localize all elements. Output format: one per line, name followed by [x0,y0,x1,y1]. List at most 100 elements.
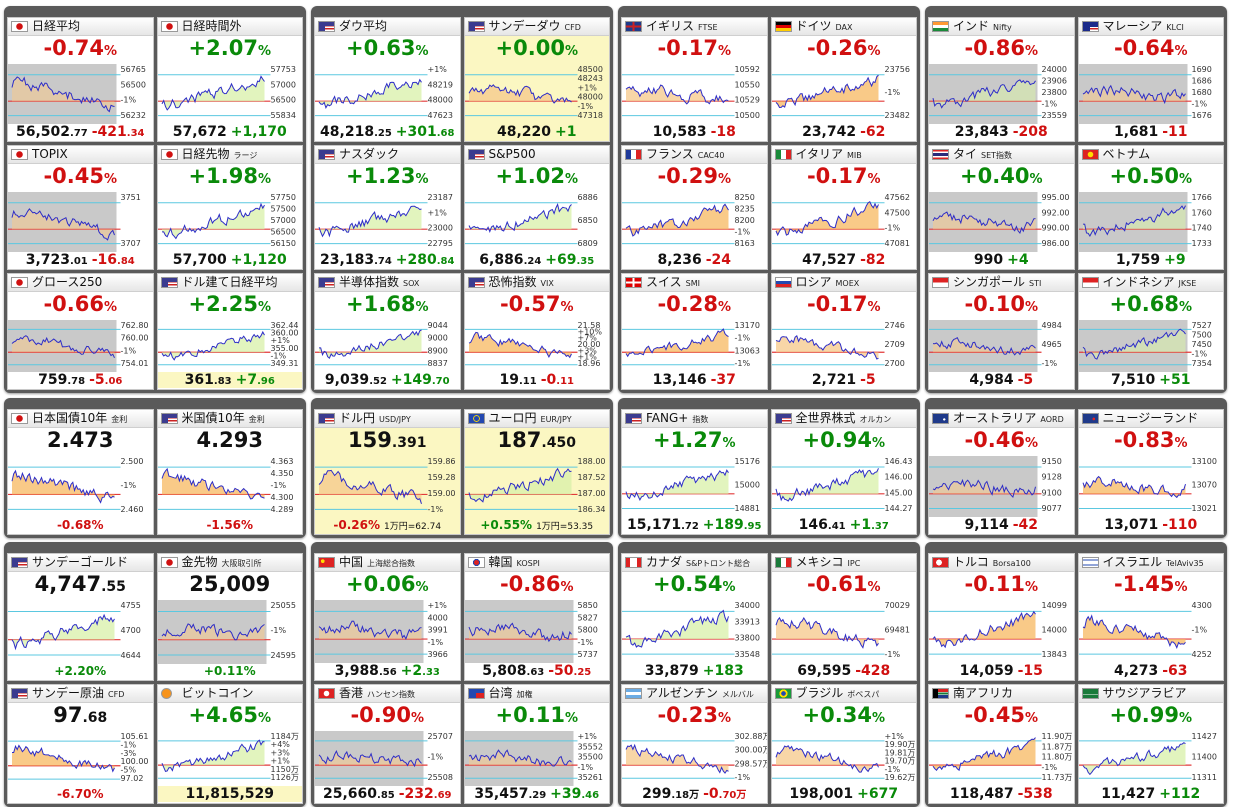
axis-label: 187.52 [577,473,605,482]
axis-label: 55834 [270,111,295,120]
market-card[interactable]: アルゼンチン メルバル -0.23% 302.88万 300.00万 298.57万 -1%… [621,684,768,804]
market-card[interactable]: オーストラリア AORD -0.46% 9150 9128 9100 9077 9,114 -4… [928,409,1075,535]
axis-label: 8837 [428,359,448,368]
change-percent: -1.45% [1079,572,1224,596]
axis-label: 1676 [1191,111,1211,120]
market-card[interactable]: フランス CAC40 -0.29% 8250 8235 8200 -1% 8163 8,236-… [621,145,768,270]
market-card[interactable]: 米国債10年 金利 4.293 4.363 4.350 -1% 4.300 4.289 -1.5… [156,409,303,535]
price-line [775,200,879,237]
market-card[interactable]: カナダ S&Pトロント総合 +0.54% 34000 33913 33800 33548 33… [621,553,768,681]
price-footer: 299.18万 -0.70万 [622,786,767,802]
mini-chart: 11427 11400 11311 [1078,732,1216,782]
price-value: 4,984 [969,372,1014,388]
price-decimal: .72 [681,521,699,532]
axis-label: +7% [577,334,597,343]
market-card[interactable]: ドイツ DAX -0.26% 23756 -1% 23482 23,742 -62 [770,17,917,142]
chart-area [468,468,571,502]
market-card[interactable]: ブラジル ボベスパ +0.34% +1% 19.90万 19.81万 19.70万 -1% 19… [770,684,917,804]
market-card[interactable]: 台湾 加権 +0.11% +1% 35552 35500 -1% 35261 35,457.29… [463,684,610,804]
market-group: インド Nifty -0.86% 24000 23906 23800 -1% 23559 23,… [925,6,1227,393]
mini-chart: 25055 -1% 24595 [157,600,295,664]
axis-label: 186.34 [577,505,605,514]
market-card[interactable]: ビットコイン +4.65% 1184万 +4% +3% +1% 1150万 1126万 11,8… [156,684,303,804]
market-card[interactable]: インド Nifty -0.86% 24000 23906 23800 -1% 23559 23,… [928,17,1075,142]
mini-chart: 25707 -1% 25508 [315,731,453,786]
card-header: ベトナム [1078,146,1223,164]
market-card[interactable]: トルコ Borsa100 -0.11% 14099 14000 13843 14,059 -1… [928,553,1075,681]
market-card[interactable]: S&P500 +1.02% 6886 6850 6809 6,886.24 +69.35 [463,145,610,270]
market-card[interactable]: サンデーダウ CFD +0.00% 48500 48243 +1% 48000 -1% 4731… [463,17,610,142]
price-decimal: .52 [369,376,387,387]
percent-sign: % [722,580,736,595]
market-card[interactable]: TOPIX -0.45% 3751 3707 3,723.01 -16.84 [7,145,154,270]
mini-chart: 6886 6850 6809 [464,193,597,248]
market-card[interactable]: シンガポール STI -0.10% 4984 4965 -1% 4,984 -5 [928,273,1075,390]
market-card[interactable]: 日経先物 ラージ +1.98% 57750 57500 57000 56500 56150 57… [156,145,303,270]
market-card[interactable]: インドネシア JKSE +0.68% 7527 7500 7450 -1% 7354 7,510… [1077,273,1224,390]
market-card[interactable]: イギリス FTSE -0.17% 10592 10550 10529 10500 10,583… [621,17,768,142]
market-card[interactable]: サウジアラビア +0.99% 11427 11400 11311 11,427 +112 [1077,684,1224,804]
market-group: イギリス FTSE -0.17% 10592 10550 10529 10500 10,583… [618,6,920,393]
axis-label: +1% [428,208,448,217]
market-card[interactable]: 韓国 KOSPI -0.86% 5850 5827 5800 -1% 5737 5,808.63… [463,553,610,681]
market-card[interactable]: FANG+ 指数 +1.27% 15176 15000 14881 15,171.72 +18… [621,409,768,535]
market-card[interactable]: 日経平均 -0.74% 56765 56500 -1% 56232 56,502.77 -42… [7,17,154,142]
axis-label: 11427 [1191,732,1216,741]
market-card[interactable]: 日経時間外 +2.07% 57753 57000 56500 55834 57,672 +1,… [156,17,303,142]
mini-chart: 105.61-1%-3%100.00-5%97.02 [8,732,149,783]
axis-label: 7500 [1191,331,1211,340]
market-card[interactable]: タイ SET指数 +0.40% 995.00 992.00 990.00 986.00 990… [928,145,1075,270]
axis-label: 9100 [1042,488,1062,497]
market-card[interactable]: ドル円 USD/JPY 159.391 159.86 159.28 159.00 -1% -0… [314,409,461,535]
market-card[interactable]: ベトナム +0.50% 1766 1760 1740 1733 1,759 +9 [1077,145,1224,270]
price-change-decimal: .35 [576,256,595,267]
axis-label: 11400 [1191,753,1216,762]
price-change-value: -421 [91,124,127,140]
market-card[interactable]: 金先物 大阪取引所 25,009 25055 -1% 24595 +0.11% [156,553,303,681]
market-card[interactable]: ロシア MOEX -0.17% 2746 2709 2700 2,721 -5 [770,273,917,390]
market-card[interactable]: 南アフリカ -0.45% 11.90万 11.87万 11.80万 -1% 11.73万 11… [928,684,1075,804]
axis-label: -1% [1042,359,1058,368]
axis-label: -1% [884,88,900,97]
card-title-text: マレーシア [1102,19,1163,33]
market-card[interactable]: ニュージーランド -0.83% 13100 13070 13021 13,071 -110 [1077,409,1224,535]
market-card[interactable]: ユーロ円 EUR/JPY 187.450 188.00 187.52 187.00 186.… [463,409,610,535]
market-card[interactable]: ナスダック +1.23% 23187 +1% 23000 22795 23,183.74 +2… [314,145,461,270]
percent-sign: % [1025,436,1039,451]
axis-label: 19.90万 [884,740,915,749]
price-change-decimal: .96 [257,376,275,387]
axis-label: 9000 [428,334,448,343]
market-card[interactable]: マレーシア KLCI -0.64% 1690 1686 1680 -1% 1676 1,681-… [1077,17,1224,142]
axis-label: 100.00 [121,757,149,766]
mini-chart: 2.500 -1% 2.460 [8,457,143,514]
axis-label: 70029 [884,601,909,610]
market-card[interactable]: ドル建て日経平均 +2.25% 362.44 360.00 +1% 355.00 -1% 34… [156,273,303,390]
market-card[interactable]: グロース250 -0.66% 762.80 760.00 -1% 754.01 759.78… [7,273,154,390]
market-card[interactable]: 中国 上海総合指数 +0.06% +1% 4000 3991 -1% 3966 3,988.56… [314,553,461,681]
axis-label: 33548 [735,650,760,659]
chart-area [775,201,878,236]
price-footer: 146.41 +1.37 [772,517,917,533]
price-change-decimal: .37 [871,521,889,532]
market-card[interactable]: イスラエル TelAviv35 -1.45% 4300 -1% 4252 4,273 -63 [1077,553,1224,681]
card-title: TOPIX [32,146,68,163]
market-card[interactable]: 全世界株式 オルカン +0.94% 146.43 146.00 145.00 144.27 1… [770,409,917,535]
price-change: +9 [1164,252,1185,268]
market-card[interactable]: 半導体指数 SOX +1.68% 9044 9000 8900 8837 9,039.52 +1… [314,273,461,390]
card-title: ベトナム [1103,146,1151,163]
market-card[interactable]: 香港 ハンセン指数 -0.90% 25707 -1% 25508 25,660.85 -232… [314,684,461,804]
market-card[interactable]: サンデーゴールド 4,747.55 4755 4700 4644 +2.20% [7,553,154,681]
market-card[interactable]: 恐怖指数 VIX -0.57% 21.58 +10% +7% 20.00 +3% +1% 18.9… [463,273,610,390]
mini-chart: 4755 4700 4644 [8,601,141,660]
market-card[interactable]: ダウ平均 +0.63% +1% 48219 48000 47623 48,218.25 +30… [314,17,461,142]
price-footer: 35,457.29 +39.46 [465,786,610,802]
market-card[interactable]: サンデー原油 CFD 97.68 105.61 -1% -3% 100.00 -5% 97.02… [7,684,154,804]
percent-sign: % [257,300,271,315]
market-card[interactable]: イタリア MIB -0.17% 47562 47500 -1% 47081 47,527 -82 [770,145,917,270]
market-card[interactable]: メキシコ IPC -0.61% 70029 69481 -1% 69,595 -428 [770,553,917,681]
axis-label: 159.00 [428,489,456,498]
card-title: 全世界株式 オルカン [796,410,892,428]
market-card[interactable]: 日本国債10年 金利 2.473 2.500 -1% 2.460 -0.68% [7,409,154,535]
market-card[interactable]: スイス SMI -0.28% 13170 -1% 13063 -1% 13,146 -37 [621,273,768,390]
change-percent-value: -0.74 [43,36,104,60]
